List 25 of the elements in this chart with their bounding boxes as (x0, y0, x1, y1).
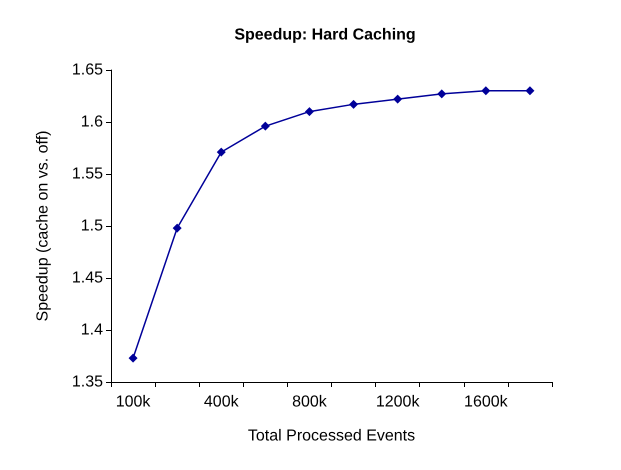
point (437, 89, 446, 98)
point (525, 86, 534, 96)
y-tick-label: 1.4 (80, 322, 104, 338)
point (216, 148, 226, 157)
y-tick-label: 1.6 (80, 114, 104, 130)
chart-title: Speedup: Hard Caching (234, 26, 416, 44)
point (260, 122, 270, 131)
y-axis-title: Speedup (cache on vs. off) (34, 130, 52, 322)
y-tick-label: 1.5 (80, 218, 104, 234)
y-tick-label: 1.45 (72, 270, 104, 286)
x-tick-label: 1200k (376, 394, 420, 410)
point (393, 94, 402, 104)
point (172, 224, 182, 233)
point (349, 100, 358, 109)
y-tick-label: 1.35 (72, 374, 104, 390)
x-tick-label: 1600k (464, 394, 509, 410)
point (481, 86, 490, 96)
x-tick-label: 400k (204, 394, 240, 410)
point (304, 107, 314, 116)
x-tick-label: 800k (292, 394, 328, 410)
y-tick-label: 1.55 (72, 166, 104, 182)
x-axis-title: Total Processed Events (248, 428, 416, 444)
y-tick-label: 1.65 (72, 62, 104, 78)
x-tick-label: 100k (116, 394, 152, 410)
point (128, 354, 138, 363)
